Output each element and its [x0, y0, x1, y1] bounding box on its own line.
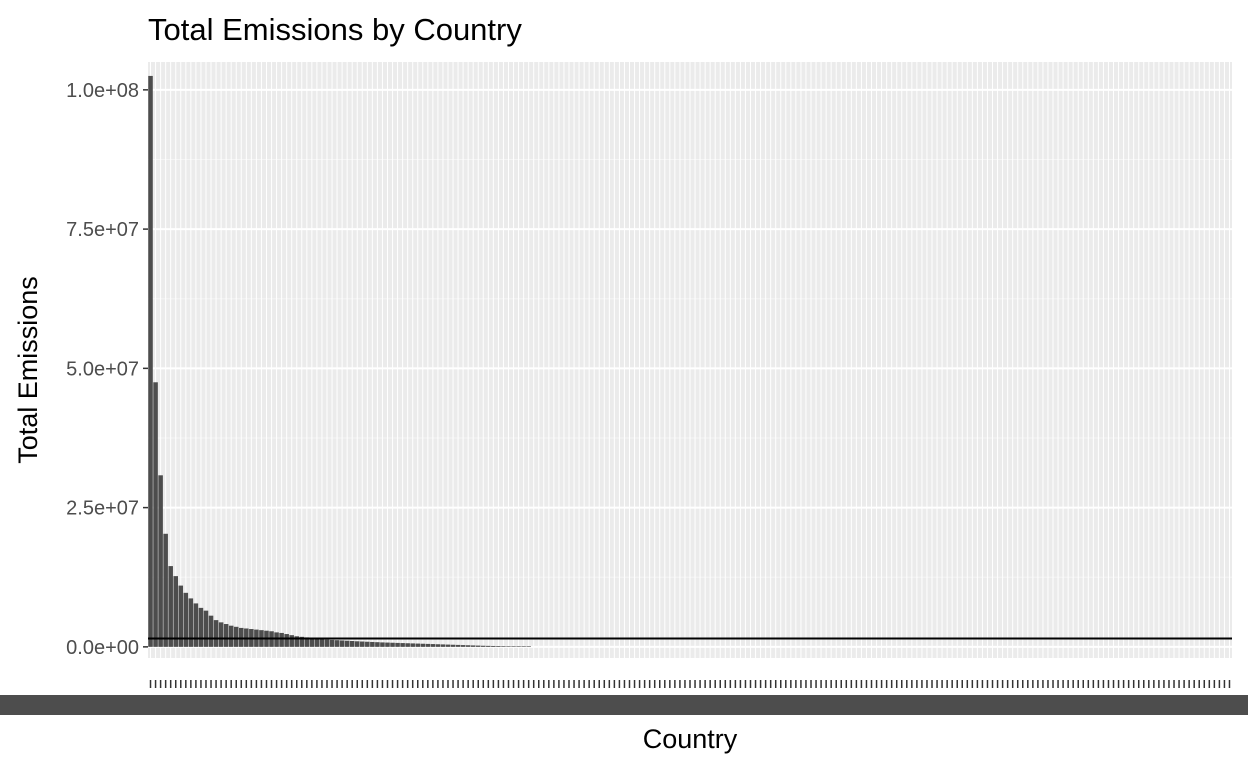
bar [299, 636, 305, 647]
bar [223, 624, 229, 647]
bar [304, 637, 310, 647]
bar [430, 644, 436, 647]
bar [208, 615, 214, 647]
bar [415, 643, 421, 647]
bar [445, 644, 451, 647]
y-tick-label: 2.5e+07 [66, 498, 139, 520]
bar [349, 641, 355, 647]
bar [218, 622, 224, 647]
bar [516, 646, 521, 647]
bar [168, 566, 173, 647]
bar [481, 645, 486, 647]
bar [420, 643, 426, 647]
y-tick-label: 5.0e+07 [66, 358, 139, 380]
bar [334, 640, 340, 647]
bar [365, 641, 370, 647]
bar [339, 640, 345, 647]
bar [158, 475, 163, 647]
bar [148, 75, 153, 647]
bar [289, 635, 294, 647]
bar [198, 607, 204, 647]
bar [314, 638, 320, 647]
bar [526, 646, 531, 647]
bar [354, 641, 360, 647]
bar [344, 640, 350, 647]
bar [385, 642, 390, 647]
bar [309, 637, 315, 647]
bar [400, 643, 405, 647]
bar [279, 632, 284, 647]
bar [370, 641, 375, 647]
x-axis-tick-labels-overlap [0, 695, 1248, 715]
x-axis-ticks [149, 680, 1231, 688]
bar [475, 645, 481, 647]
bar [460, 645, 466, 647]
y-axis-ticks: 0.0e+00 2.5e+07 5.0e+07 7.5e+07 1.0e+08 [66, 80, 148, 659]
bar [506, 646, 511, 647]
bar [239, 627, 244, 647]
bar [294, 636, 300, 647]
bar [405, 643, 410, 647]
bar [465, 645, 471, 647]
bar [163, 533, 168, 647]
bar [360, 641, 365, 647]
y-axis-title: Total Emissions [13, 276, 43, 464]
bar [324, 639, 330, 647]
bar [233, 626, 239, 647]
bar [183, 592, 189, 647]
bar [380, 642, 385, 647]
y-tick-label: 7.5e+07 [66, 219, 139, 241]
bar [319, 639, 325, 647]
y-tick-label: 1.0e+08 [66, 80, 139, 102]
bar [410, 643, 415, 647]
x-axis-title: Country [643, 724, 738, 754]
bar [375, 642, 380, 647]
bar [193, 603, 199, 647]
bar [496, 646, 501, 647]
bar [178, 585, 184, 647]
bar [425, 643, 431, 647]
bar [470, 645, 476, 647]
bar [284, 634, 289, 647]
bar [395, 642, 400, 647]
bar [203, 610, 209, 647]
bar [274, 632, 279, 647]
bar [390, 642, 395, 647]
bar [188, 598, 194, 647]
bar [455, 644, 461, 647]
bar [511, 646, 516, 647]
bar [450, 644, 456, 647]
bar [435, 644, 441, 647]
bar [153, 382, 158, 647]
bar [486, 645, 491, 647]
bar [440, 644, 446, 647]
bar [228, 625, 234, 647]
bar [501, 646, 506, 647]
bar [213, 620, 219, 647]
bar [173, 576, 178, 647]
chart-title: Total Emissions by Country [148, 12, 522, 47]
y-tick-label: 0.0e+00 [66, 637, 139, 659]
bar [329, 639, 335, 647]
bar [491, 645, 496, 647]
bar [521, 646, 526, 647]
